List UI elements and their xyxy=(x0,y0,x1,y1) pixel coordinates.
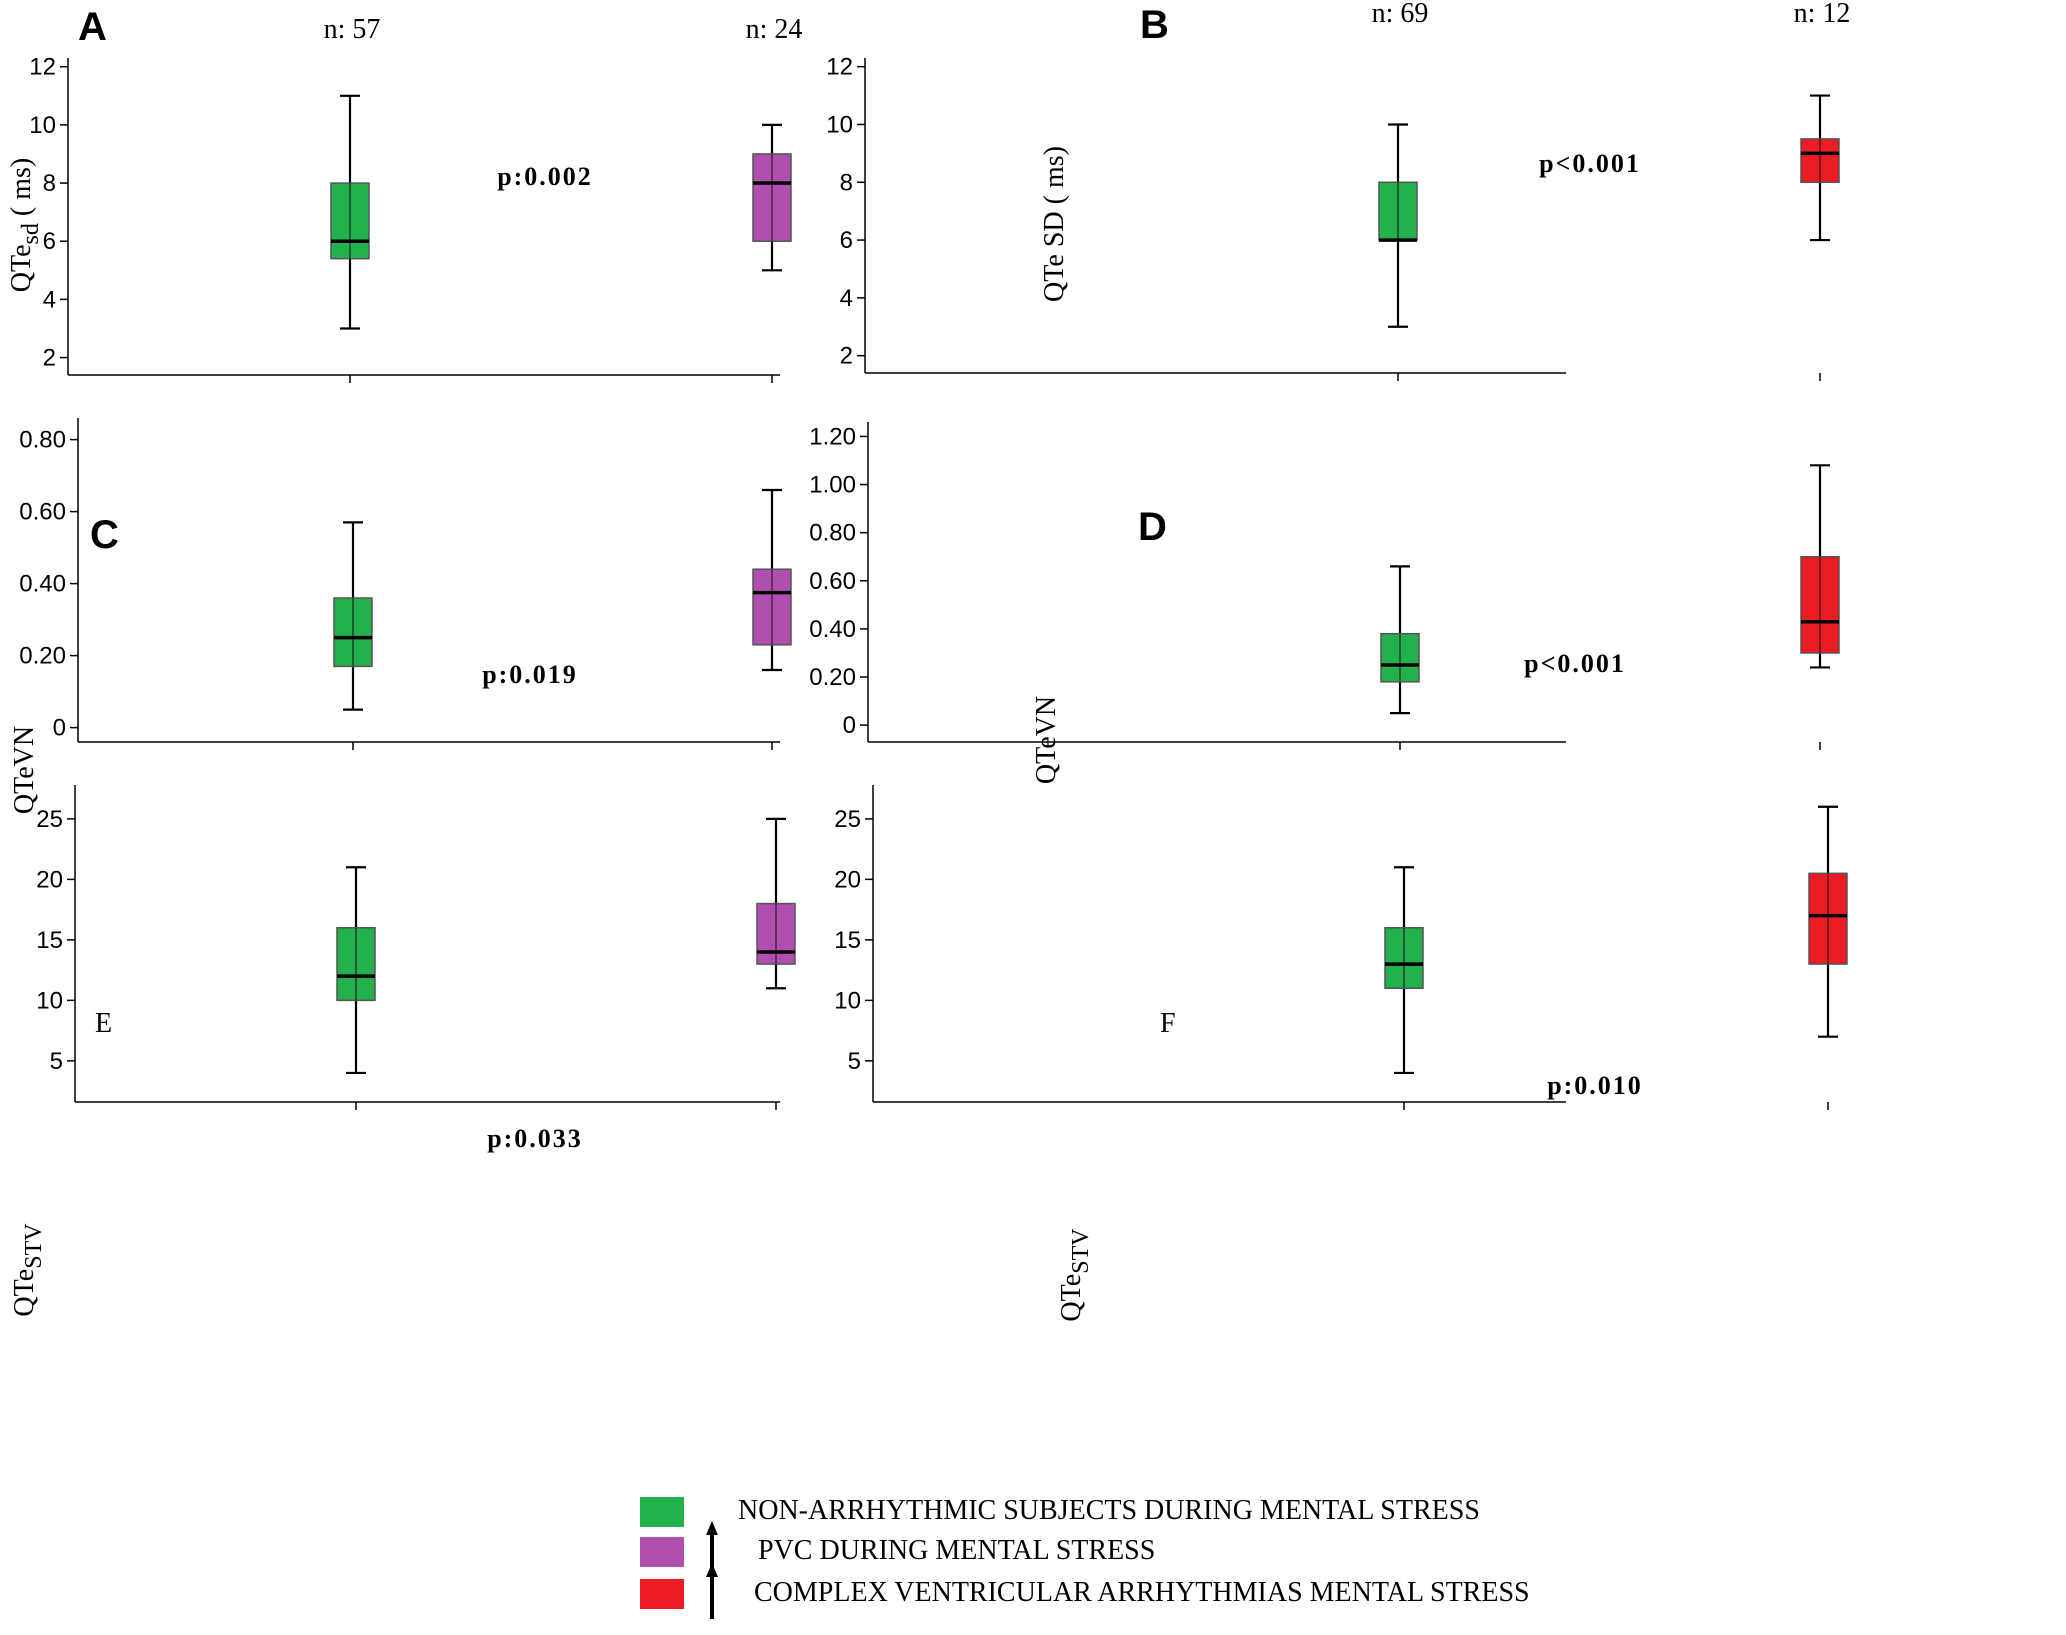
box-plot-group xyxy=(752,488,792,672)
y-tick-label: 4 xyxy=(43,286,56,313)
panel-letter: B xyxy=(1140,3,1169,47)
y-tick-label: 0.60 xyxy=(809,568,856,595)
sample-size-label: n: 24 xyxy=(746,14,803,45)
legend-label-non-arrhythmic: NON-ARRHYTHMIC SUBJECTS DURING MENTAL ST… xyxy=(738,1495,1480,1526)
y-tick-label: 8 xyxy=(43,170,56,197)
box-plot-group xyxy=(756,817,796,990)
y-tick-label: 20 xyxy=(834,866,861,893)
up-arrow-icon xyxy=(706,1521,718,1573)
panel-letter: C xyxy=(90,513,119,557)
p-value-label: p:0.019 xyxy=(482,660,578,689)
box-plot-group xyxy=(330,94,370,330)
y-tick-label: 0.20 xyxy=(809,664,856,691)
y-tick-label: 0.80 xyxy=(19,427,66,454)
y-tick-label: 5 xyxy=(848,1048,861,1075)
box-plot-group xyxy=(1800,94,1840,242)
y-tick-label: 5 xyxy=(50,1048,63,1075)
y-axis-label: QTeVN xyxy=(1031,696,1062,784)
sample-size-label: n: 57 xyxy=(324,14,381,45)
box-plot-group xyxy=(333,521,373,711)
y-tick-label: 20 xyxy=(36,866,63,893)
y-axis-label: QTesd ( ms) xyxy=(6,158,44,292)
box-plot-group xyxy=(1384,866,1424,1075)
legend-label-pvc: PVC DURING MENTAL STRESS xyxy=(758,1535,1156,1566)
p-value-label: p:0.033 xyxy=(487,1124,583,1153)
legend-swatch-pvc xyxy=(640,1537,684,1567)
box-plot-group xyxy=(336,866,376,1075)
y-tick-label: 12 xyxy=(826,54,853,81)
p-value-label: p:0.010 xyxy=(1547,1071,1643,1100)
y-tick-label: 6 xyxy=(43,228,56,255)
box-plot-group xyxy=(1808,805,1848,1038)
y-tick-label: 25 xyxy=(834,806,861,833)
up-arrow-icon xyxy=(706,1563,718,1619)
box-plot-group xyxy=(1800,464,1840,669)
y-tick-label: 10 xyxy=(826,111,853,138)
y-tick-label: 10 xyxy=(36,987,63,1014)
box-plot-group xyxy=(1380,565,1420,715)
sample-size-label: n: 12 xyxy=(1794,0,1851,29)
y-tick-label: 10 xyxy=(29,112,56,139)
y-tick-label: 0.20 xyxy=(19,643,66,670)
y-tick-label: 8 xyxy=(840,169,853,196)
y-tick-label: 0 xyxy=(843,712,856,739)
panel-letter: A xyxy=(78,5,107,49)
panel-c: 0 0.20 0.40 0.60 0.80 QTeVN Cp:0.019 xyxy=(9,418,792,814)
panel-letter: F xyxy=(1160,1008,1176,1039)
panel-f: 5 10 15 20 25 QTeSTV Fp:0.010 xyxy=(834,785,1848,1322)
y-tick-label: 25 xyxy=(36,806,63,833)
y-tick-label: 6 xyxy=(840,227,853,254)
y-tick-label: 0 xyxy=(53,715,66,742)
legend-swatch-non-arrhythmic xyxy=(640,1497,684,1527)
panel-letter: E xyxy=(95,1008,112,1039)
y-tick-label: 0.40 xyxy=(19,571,66,598)
y-tick-label: 2 xyxy=(43,345,56,372)
y-tick-label: 0.60 xyxy=(19,499,66,526)
panel-d: 0 0.20 0.40 0.60 0.80 1.00 1.20 QTeVN Dp<0.001 xyxy=(809,422,1840,784)
y-tick-label: 10 xyxy=(834,987,861,1014)
y-axis-label: QTeSTV xyxy=(1056,1228,1094,1322)
y-tick-label: 2 xyxy=(840,343,853,370)
panel-e: 5 10 15 20 25 QTeSTV Ep:0.033 xyxy=(9,785,796,1317)
panel-letter: D xyxy=(1138,505,1167,549)
y-tick-label: 12 xyxy=(29,54,56,81)
y-tick-label: 0.40 xyxy=(809,616,856,643)
p-value-label: p<0.001 xyxy=(1524,649,1626,678)
legend-label-complex: COMPLEX VENTRICULAR ARRHYTHMIAS MENTAL S… xyxy=(754,1577,1530,1608)
sample-size-label: n: 69 xyxy=(1372,0,1429,29)
p-value-label: p:0.002 xyxy=(497,162,593,191)
y-tick-label: 4 xyxy=(840,285,853,312)
y-tick-label: 1.20 xyxy=(809,423,856,450)
box-plot-group xyxy=(1378,123,1418,328)
box-plot-group xyxy=(752,123,792,272)
y-axis-label: QTeVN xyxy=(9,726,40,814)
y-tick-label: 15 xyxy=(834,927,861,954)
y-tick-label: 15 xyxy=(36,927,63,954)
panel-a: 2 4 6 8 10 12 QTesd ( ms) Ap:0.002 n: 57 n: 24 xyxy=(6,5,802,383)
legend-swatch-complex xyxy=(640,1579,684,1609)
p-value-label: p<0.001 xyxy=(1539,149,1641,178)
y-axis-label: QTe SD ( ms) xyxy=(1039,146,1070,302)
y-tick-label: 1.00 xyxy=(809,472,856,499)
panel-b: 2 4 6 8 10 12 QTe SD ( ms) Bp<0.001 n: 69 n: 12 xyxy=(826,0,1850,381)
y-axis-label: QTeSTV xyxy=(9,1223,47,1317)
y-tick-label: 0.80 xyxy=(809,520,856,547)
